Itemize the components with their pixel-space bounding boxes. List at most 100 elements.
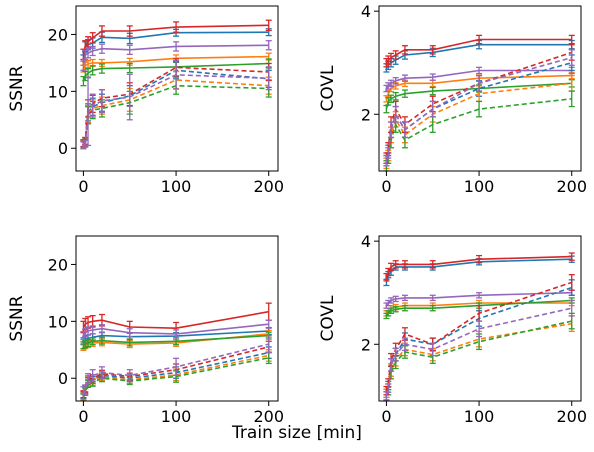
series-line (82, 84, 269, 146)
errorbar (89, 45, 96, 57)
errorbar (126, 338, 133, 347)
series-5 (383, 66, 575, 93)
errorbar (476, 320, 483, 338)
errorbar (173, 21, 180, 33)
y-axis-label: COVL (318, 65, 338, 112)
x-tick-label: 200 (556, 407, 587, 426)
x-tick-label: 200 (253, 177, 284, 196)
errorbar (98, 336, 105, 345)
figure-xlabel: Train size [min] (232, 423, 362, 443)
plot-area (80, 302, 272, 401)
errorbar (388, 297, 395, 304)
series-4 (80, 19, 272, 61)
errorbar (392, 91, 399, 101)
y-axis-label: SSNR (7, 295, 27, 341)
series-4 (383, 252, 575, 282)
errorbar (265, 40, 272, 51)
y-tick-label: 4 (361, 2, 371, 21)
series-5 (80, 40, 272, 71)
series-10 (80, 334, 272, 401)
series-10 (383, 299, 575, 401)
series-5 (383, 289, 575, 309)
errorbar (568, 49, 575, 66)
errorbar (89, 32, 96, 44)
errorbar (388, 94, 395, 104)
series-line (82, 354, 269, 397)
errorbar (173, 329, 180, 339)
errorbar (126, 328, 133, 338)
errorbar (429, 260, 436, 269)
y-tick-label: 0 (58, 369, 68, 388)
plot-area (383, 34, 575, 171)
errorbar (392, 50, 399, 60)
errorbar (126, 369, 133, 382)
errorbar (568, 299, 575, 317)
y-tick-label: 10 (48, 312, 68, 331)
series-line (82, 351, 269, 396)
errorbar (385, 97, 392, 106)
errorbar (392, 260, 399, 269)
errorbar (89, 65, 96, 76)
series-8 (383, 90, 575, 171)
errorbar (265, 319, 272, 329)
errorbar (476, 74, 483, 92)
x-tick-label: 0 (381, 407, 391, 426)
errorbar (385, 383, 392, 393)
errorbar (89, 337, 96, 346)
subplot-2: 0 100 200 2 4 COVL (318, 2, 587, 196)
errorbar (385, 267, 392, 277)
errorbar (82, 384, 89, 395)
errorbar (568, 252, 575, 261)
series-4 (80, 302, 272, 335)
errorbar (126, 62, 133, 74)
errorbar (392, 295, 399, 303)
series-4 (383, 34, 575, 68)
subplot-3: 0 100 200 0 10 20 SSNR (7, 235, 284, 426)
errorbar (173, 59, 180, 90)
errorbar (392, 305, 399, 313)
errorbar (98, 324, 105, 334)
axes-frame (75, 235, 279, 402)
errorbar (401, 45, 408, 55)
errorbar (392, 347, 399, 362)
y-axis-label: SSNR (7, 65, 27, 111)
errorbar (429, 342, 436, 357)
series-10 (383, 49, 575, 167)
errorbar (568, 274, 575, 291)
errorbar (429, 73, 436, 81)
errorbar (429, 304, 436, 312)
x-tick-label: 0 (78, 407, 88, 426)
plot-area (80, 19, 272, 150)
errorbar (98, 25, 105, 37)
series-line (82, 73, 269, 146)
plot-area (383, 252, 575, 401)
errorbar (85, 373, 92, 384)
series-10 (80, 59, 272, 150)
x-tick-label: 200 (253, 407, 284, 426)
errorbar (429, 45, 436, 55)
axes-frame (378, 235, 582, 402)
errorbar (89, 325, 96, 335)
y-tick-label: 20 (48, 255, 68, 274)
errorbar (385, 55, 392, 65)
errorbar (429, 116, 436, 133)
errorbar (265, 66, 272, 91)
y-tick-label: 0 (58, 139, 68, 158)
errorbar (98, 63, 105, 74)
errorbar (98, 88, 105, 114)
x-tick-label: 100 (464, 177, 495, 196)
errorbar (476, 100, 483, 118)
series-5 (80, 319, 272, 341)
errorbar (383, 104, 390, 114)
errorbar (392, 77, 399, 85)
errorbar (401, 89, 408, 98)
x-tick-label: 0 (381, 177, 391, 196)
x-tick-label: 100 (161, 177, 192, 196)
y-tick-label: 10 (48, 82, 68, 101)
series-line (82, 79, 269, 145)
errorbar (98, 366, 105, 379)
errorbar (265, 19, 272, 32)
errorbar (429, 100, 436, 118)
errorbar (173, 357, 180, 377)
